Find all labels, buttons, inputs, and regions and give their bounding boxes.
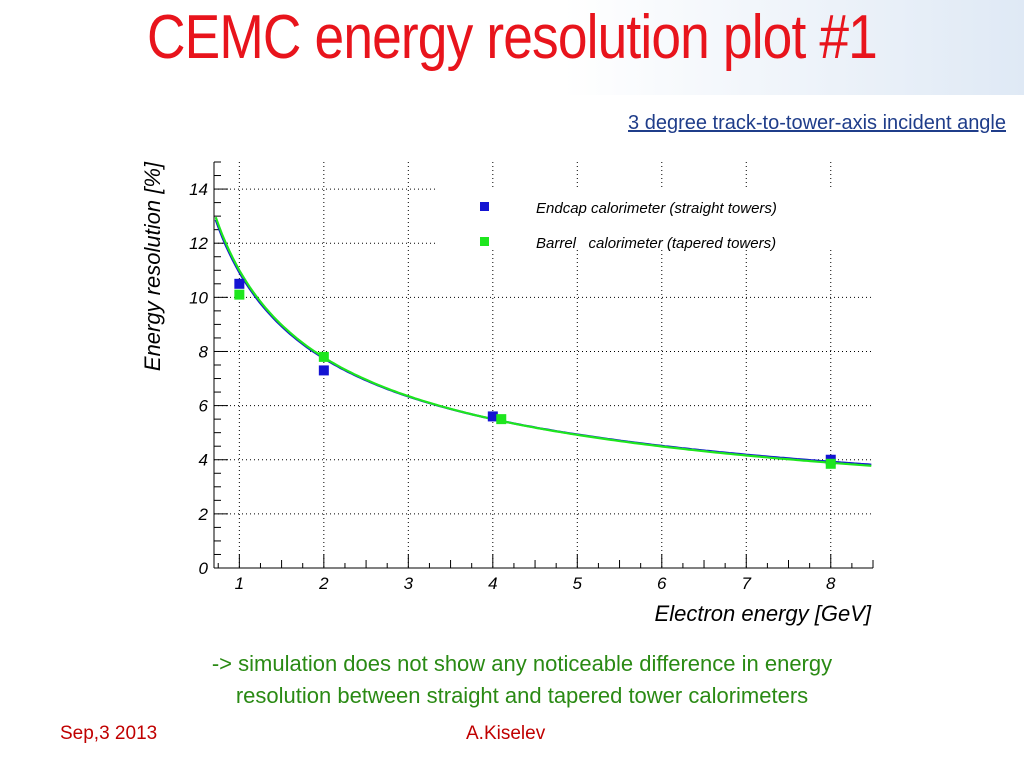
data-point-series-2 bbox=[496, 414, 507, 425]
y-axis-title: Energy resolution [%] bbox=[140, 161, 165, 371]
x-tick-label: 6 bbox=[657, 574, 667, 593]
footer-date: Sep,3 2013 bbox=[60, 723, 158, 744]
resolution-chart: Endcap calorimeter (straight towers) Barr… bbox=[140, 161, 874, 626]
x-tick-label: 7 bbox=[742, 574, 752, 593]
data-point-series-1 bbox=[318, 365, 329, 376]
data-point-series-2 bbox=[318, 351, 329, 362]
y-tick-label: 14 bbox=[189, 180, 208, 199]
title-band bbox=[0, 0, 1024, 95]
data-point-series-1 bbox=[487, 411, 498, 422]
x-tick-label: 3 bbox=[404, 574, 414, 593]
legend: Endcap calorimeter (straight towers) Barr… bbox=[438, 187, 872, 252]
footer-author: A.Kiselev bbox=[466, 723, 546, 744]
legend-box bbox=[438, 187, 872, 249]
y-tick-label: 4 bbox=[199, 451, 208, 470]
x-tick-label: 8 bbox=[826, 574, 836, 593]
conclusion-line-2: resolution between straight and tapered … bbox=[235, 683, 809, 708]
x-tick-label: 5 bbox=[573, 574, 583, 593]
data-point-series-1 bbox=[234, 278, 245, 289]
x-tick-label: 2 bbox=[318, 574, 329, 593]
y-tick-label: 12 bbox=[189, 234, 208, 253]
y-tick-label: 6 bbox=[199, 397, 209, 416]
legend-marker-1 bbox=[480, 202, 489, 211]
subtitle-link[interactable]: 3 degree track-to-tower-axis incident an… bbox=[628, 112, 1006, 134]
axes bbox=[213, 161, 874, 569]
fit-curve-1 bbox=[214, 219, 872, 466]
conclusion-line-1: -> simulation does not show any noticeab… bbox=[211, 651, 833, 676]
legend-label-1: Endcap calorimeter (straight towers) bbox=[536, 200, 777, 217]
legend-marker-2 bbox=[480, 237, 489, 246]
fit-curve-2 bbox=[214, 216, 872, 467]
data-points bbox=[234, 278, 836, 469]
conclusion-text: -> simulation does not show any noticeab… bbox=[0, 648, 1024, 712]
legend-label-2: Barrel calorimeter (tapered towers) bbox=[536, 235, 776, 252]
slide-title: CEMC energy resolution plot #1 bbox=[147, 3, 878, 72]
x-axis-title: Electron energy [GeV] bbox=[655, 601, 872, 626]
y-tick-label: 8 bbox=[199, 342, 209, 361]
data-point-series-2 bbox=[825, 458, 836, 469]
x-tick-label: 4 bbox=[488, 574, 497, 593]
fit-curves bbox=[214, 216, 872, 467]
data-point-series-2 bbox=[234, 289, 245, 300]
y-tick-label: 0 bbox=[199, 559, 209, 578]
y-tick-label: 10 bbox=[189, 288, 208, 307]
x-tick-label: 1 bbox=[235, 574, 244, 593]
y-tick-label: 2 bbox=[198, 505, 209, 524]
